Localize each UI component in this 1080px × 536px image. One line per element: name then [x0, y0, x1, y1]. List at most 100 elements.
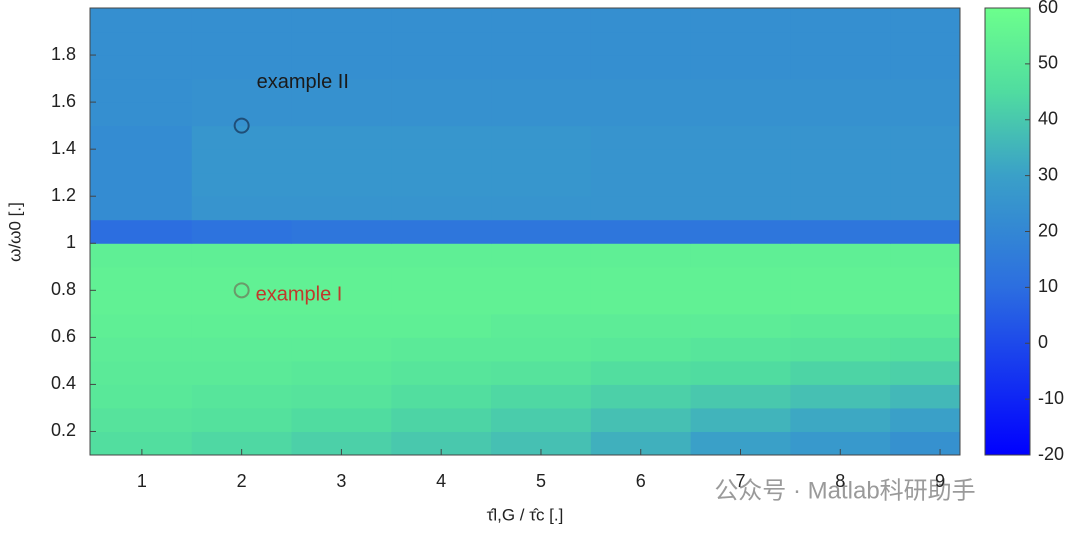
heatmap-cell — [491, 196, 592, 221]
heatmap-cell — [291, 337, 392, 362]
heatmap-cell — [590, 78, 692, 103]
heatmap-cell — [491, 102, 592, 127]
heatmap-cell — [491, 31, 592, 56]
heatmap-cell — [491, 125, 592, 150]
heatmap-cell — [590, 8, 692, 33]
heatmap-cell — [90, 125, 193, 150]
heatmap-cell — [790, 78, 891, 103]
heatmap-cell — [90, 384, 193, 409]
heatmap-cell — [690, 31, 791, 56]
heatmap-cell — [90, 360, 193, 385]
heatmap-cell — [391, 78, 492, 103]
heatmap-cell — [690, 384, 791, 409]
heatmap-cell — [90, 196, 193, 221]
y-tick-label: 0.6 — [51, 326, 76, 346]
heatmap-cell — [790, 8, 891, 33]
heatmap-cell — [491, 313, 592, 338]
heatmap-cell — [790, 31, 891, 56]
heatmap-cell — [690, 219, 791, 244]
heatmap-cell — [690, 8, 791, 33]
heatmap-cell — [690, 360, 791, 385]
heatmap-cell — [90, 78, 193, 103]
heatmap-cell — [291, 149, 392, 174]
y-tick-label: 0.2 — [51, 420, 76, 440]
heatmap-cell — [890, 384, 961, 409]
heatmap-cell — [690, 78, 791, 103]
colorbar — [984, 7, 1031, 456]
y-tick-label: 1.8 — [51, 44, 76, 64]
heatmap-cell — [690, 313, 791, 338]
y-tick-label: 1 — [66, 232, 76, 252]
heatmap-cell — [890, 196, 961, 221]
heatmap-cell — [391, 384, 492, 409]
x-tick-label: 6 — [636, 471, 646, 491]
heatmap-cell — [690, 407, 791, 432]
heatmap-cell — [590, 125, 692, 150]
heatmap-cell — [391, 219, 492, 244]
y-axis-label: ω/ω0 [.] — [5, 202, 24, 262]
heatmap-cell — [291, 313, 392, 338]
heatmap-cell — [90, 337, 193, 362]
colorbar-tick-label: -10 — [1038, 388, 1064, 408]
heatmap-cell — [191, 149, 293, 174]
heatmap-cell — [590, 31, 692, 56]
heatmap-cell — [291, 266, 392, 291]
heatmap-cell — [90, 431, 193, 456]
heatmap-cell — [90, 172, 193, 197]
colorbar-tick-label: 30 — [1038, 164, 1058, 184]
colorbar-tick-label: 20 — [1038, 220, 1058, 240]
heatmap-cell — [690, 266, 791, 291]
heatmap-cell — [690, 102, 791, 127]
heatmap-cell — [191, 266, 293, 291]
heatmap-cell — [491, 266, 592, 291]
heatmap-cell — [90, 243, 193, 268]
heatmap-cell — [790, 360, 891, 385]
heatmap-cell — [291, 407, 392, 432]
heatmap-cell — [690, 243, 791, 268]
heatmap-cell — [191, 102, 293, 127]
heatmap-cell — [491, 360, 592, 385]
heatmap-cell — [690, 55, 791, 80]
heatmap-cell — [890, 219, 961, 244]
heatmap-cell — [590, 219, 692, 244]
heatmap-cell — [890, 360, 961, 385]
x-tick-label: 8 — [835, 471, 845, 491]
heatmap-cell — [590, 290, 692, 315]
heatmap-cell — [491, 384, 592, 409]
heatmap-cell — [491, 243, 592, 268]
heatmap-cell — [491, 290, 592, 315]
heatmap-cell — [291, 172, 392, 197]
heatmap-cell — [690, 149, 791, 174]
heatmap-cell — [191, 8, 293, 33]
heatmap-cell — [890, 8, 961, 33]
heatmap-cell — [491, 55, 592, 80]
x-tick-label: 3 — [336, 471, 346, 491]
heatmap-cell — [391, 8, 492, 33]
heatmap-cell — [890, 78, 961, 103]
heatmap-cell — [90, 266, 193, 291]
heatmap-cell — [90, 102, 193, 127]
heatmap-cell — [790, 337, 891, 362]
heatmap-cell — [790, 196, 891, 221]
heatmap-cell — [690, 196, 791, 221]
heatmap-cell — [790, 313, 891, 338]
heatmap-cell — [191, 196, 293, 221]
y-tick-label: 0.8 — [51, 279, 76, 299]
y-tick-label: 1.4 — [51, 138, 76, 158]
annotation-marker — [233, 117, 250, 134]
heatmap-cell — [590, 196, 692, 221]
heatmap-cell — [890, 31, 961, 56]
y-tick-label: 1.6 — [51, 91, 76, 111]
heatmap-cell — [890, 102, 961, 127]
heatmap-cell — [590, 337, 692, 362]
annotation-marker — [233, 282, 250, 299]
heatmap-cell — [90, 313, 193, 338]
heatmap-cell — [590, 407, 692, 432]
heatmap-cell — [890, 431, 961, 456]
x-tick-label: 9 — [935, 471, 945, 491]
heatmap-cell — [391, 360, 492, 385]
heatmap-cell — [491, 219, 592, 244]
watermark: 公众号 · Matlab科研助手 — [714, 477, 975, 504]
heatmap-cell — [191, 219, 293, 244]
heatmap-cell — [191, 55, 293, 80]
